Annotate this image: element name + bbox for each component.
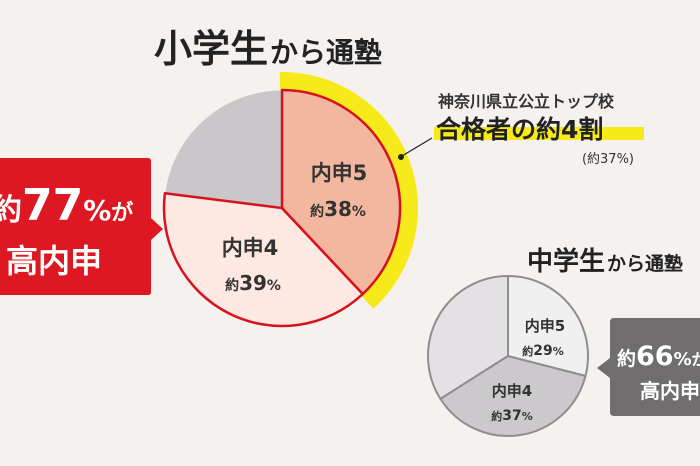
chart2-slice-naishin5: [507, 275, 589, 377]
chart2-slice2-number: 37: [502, 408, 521, 424]
chart1-slice1-label: 内申5: [311, 161, 368, 185]
chart1-slice-naishin4: [162, 191, 365, 328]
chart2-slice-naishin4: [439, 355, 587, 437]
chart2-slice2-prefix: 約: [491, 409, 502, 423]
chart1-slice-other: [164, 89, 283, 209]
chart1-slice2-unit: %: [267, 278, 281, 294]
chart1-title-sub: から通塾: [270, 36, 382, 69]
chart1-callout-prefix: 約: [0, 193, 22, 228]
chart1-callout-right-line2: 合格者の約4割: [436, 115, 603, 144]
chart1-slice1-prefix: 約: [310, 203, 324, 220]
chart2-slice1-label: 内申5: [525, 317, 565, 335]
chart1-slice2-number: 39: [239, 271, 267, 295]
chart2-callout-prefix: 約: [617, 347, 636, 370]
chart2-slice2-label: 内申4: [492, 382, 532, 400]
chart2-title-main: 中学生: [527, 246, 605, 277]
chart1-slice2-prefix: 約: [225, 277, 239, 294]
chart1-callout-value: 77: [22, 180, 83, 231]
chart1-slice2-value: 約39%: [225, 271, 281, 295]
chart1-callout-line2: 高内申: [6, 242, 102, 280]
chart2-slice2-unit: %: [522, 410, 533, 423]
chart2-callout-line1: 約66%が: [617, 341, 700, 372]
chart1-callout-leader: [401, 137, 433, 157]
chart1-callout-left: 約77%が 高内申: [0, 158, 163, 295]
chart1-callout-unit: %: [83, 194, 111, 227]
chart1-callout-dot: [398, 154, 404, 160]
chart1-slice-naishin5: [280, 88, 402, 296]
chart1-pie: [162, 71, 418, 328]
chart1-callout-line1: 約77%が: [0, 180, 133, 231]
chart2-callout-suffix: が: [692, 350, 700, 369]
chart2-callout-unit: %: [674, 349, 692, 370]
chart1-title-main: 小学生: [154, 27, 268, 71]
chart2-slice1-prefix: 約: [522, 344, 533, 358]
chart1-callout-right-line3: (約37%): [582, 152, 634, 167]
chart2-callout-value: 66: [636, 341, 674, 372]
chart1-callout-right: 神奈川県立公立トップ校 合格者の約4割 (約37%): [398, 92, 644, 167]
chart2-callout-box: [597, 318, 700, 416]
chart1-callout-box: [0, 158, 163, 295]
chart1-callout-right-line1: 神奈川県立公立トップ校: [438, 92, 615, 111]
chart2-slice1-unit: %: [553, 345, 564, 358]
chart1-slice1-unit: %: [352, 204, 366, 220]
chart1-slice1-value: 約38%: [310, 197, 366, 221]
chart2-title-sub: から通塾: [607, 252, 683, 275]
chart1-callout-suffix: が: [111, 200, 133, 226]
chart2-callout-right: 約66%が 高内申: [597, 318, 700, 416]
chart1-slice1-number: 38: [324, 197, 352, 221]
chart2-slice2-value: 約37%: [491, 408, 533, 424]
chart2-slice1-number: 29: [533, 343, 552, 359]
chart2-slice1-value: 約29%: [522, 343, 564, 359]
chart2-pie: [426, 275, 589, 437]
chart1-callout-highlight: [434, 127, 644, 140]
chart1-slice2-label: 内申4: [222, 236, 279, 260]
chart2-callout-line2: 高内申: [640, 379, 700, 403]
